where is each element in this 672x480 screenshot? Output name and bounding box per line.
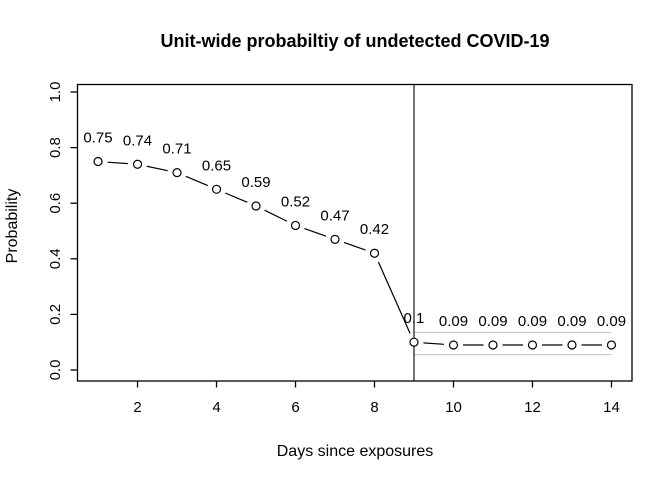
series-segment — [343, 241, 366, 251]
data-point — [290, 220, 301, 231]
data-point-label: 0.09 — [478, 313, 507, 330]
data-point — [211, 184, 222, 194]
series-segment — [304, 228, 327, 237]
data-point-label: 0.65 — [202, 157, 231, 174]
data-point-label: 0.59 — [241, 174, 270, 191]
data-point-label: 0.42 — [360, 221, 389, 238]
data-point — [132, 159, 143, 169]
y-tick-label: 0.4 — [47, 248, 64, 269]
y-tick-label: 0.0 — [47, 360, 64, 381]
series-segment — [377, 261, 411, 334]
y-tick-label: 0.8 — [47, 137, 64, 158]
data-point — [488, 340, 498, 350]
y-tick-label: 1.0 — [47, 82, 64, 103]
data-point — [606, 340, 617, 350]
data-point — [448, 340, 459, 350]
series-segment — [225, 192, 248, 203]
series-segment — [107, 161, 129, 165]
data-point — [330, 234, 340, 244]
series-segment — [146, 165, 168, 172]
data-point — [409, 337, 419, 347]
data-point — [251, 201, 261, 211]
x-tick-label: 14 — [603, 399, 620, 416]
x-tick-label: 6 — [291, 399, 299, 416]
data-point-label: 0.71 — [162, 141, 191, 158]
chart-title: Unit-wide probabiltiy of undetected COVI… — [160, 31, 550, 51]
series-segment — [185, 175, 209, 187]
data-point — [567, 340, 577, 350]
y-tick-label: 0.6 — [47, 193, 64, 214]
data-point-label: 0.09 — [518, 313, 547, 330]
x-tick-label: 4 — [212, 399, 220, 416]
data-point — [93, 156, 103, 167]
data-point-label: 0.52 — [281, 193, 310, 210]
data-point-label: 0.74 — [123, 132, 152, 149]
series-segment — [423, 342, 445, 345]
data-point — [172, 168, 182, 178]
data-point-label: 0.09 — [557, 313, 586, 330]
data-point-label: 0.1 — [404, 310, 425, 327]
data-point-label: 0.09 — [597, 313, 626, 330]
data-point — [369, 248, 380, 258]
plot-box — [76, 83, 633, 382]
data-point-label: 0.09 — [439, 313, 468, 330]
x-tick-label: 2 — [133, 399, 141, 416]
x-tick-label: 12 — [524, 399, 541, 416]
y-tick-label: 0.2 — [47, 304, 64, 325]
data-point-label: 0.75 — [83, 130, 112, 147]
series-segment — [264, 209, 288, 222]
data-point-label: 0.47 — [320, 207, 349, 224]
x-axis-title: Days since exposures — [276, 443, 434, 460]
x-tick-label: 8 — [370, 399, 378, 416]
data-point — [527, 340, 538, 350]
x-tick-label: 10 — [445, 399, 462, 416]
